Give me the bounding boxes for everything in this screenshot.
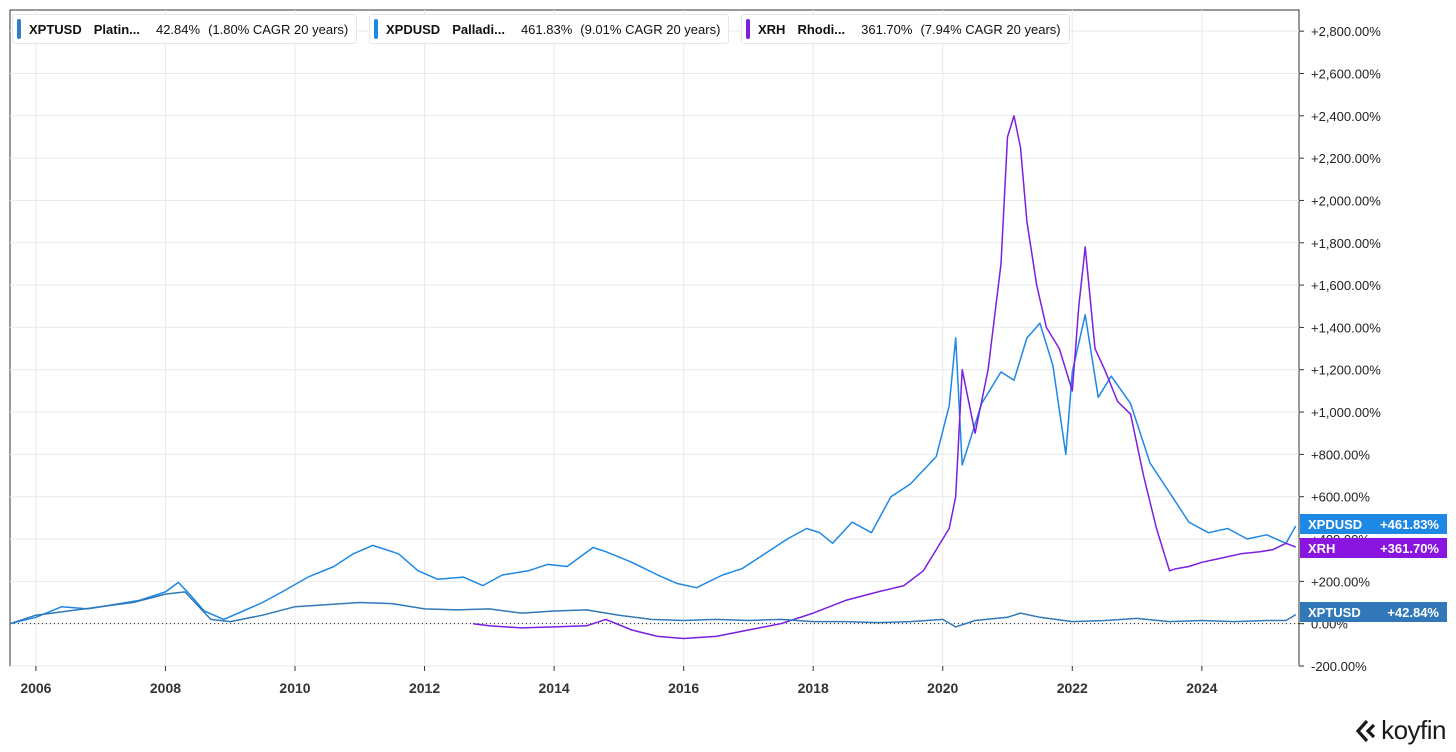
legend-symbol: XPDUSD bbox=[386, 21, 441, 37]
y-tick-label: +1,400.00% bbox=[1311, 320, 1381, 335]
y-tick-label: +1,000.00% bbox=[1311, 405, 1381, 420]
series-line-xpdusd bbox=[9, 313, 1297, 625]
y-axis-ticks: -200.00%0.00%+200.00%+400.00%+600.00%+80… bbox=[1299, 24, 1381, 674]
x-tick-label: 2012 bbox=[409, 680, 440, 696]
x-tick-label: 2020 bbox=[927, 680, 958, 696]
grid-lines bbox=[10, 10, 1299, 667]
brand-name: koyfin bbox=[1381, 715, 1446, 745]
y-tick-label: +2,600.00% bbox=[1311, 66, 1381, 81]
koyfin-chevron-icon bbox=[1355, 719, 1376, 742]
legend-value: 42.84% bbox=[155, 21, 201, 37]
badge-value: +461.83% bbox=[1380, 516, 1439, 532]
legend-cagr: (7.94% CAGR 20 years) bbox=[920, 21, 1061, 37]
y-tick-label: +200.00% bbox=[1311, 574, 1370, 589]
x-tick-label: 2016 bbox=[668, 680, 699, 696]
legend-value: 461.83% bbox=[520, 21, 573, 37]
legend-xpdusd[interactable]: XPDUSD Palladi... 461.83% (9.01% CAGR 20… bbox=[369, 14, 730, 44]
y-tick-label: +2,400.00% bbox=[1311, 109, 1381, 124]
x-tick-label: 2006 bbox=[20, 680, 51, 696]
legend-name: Platin... bbox=[93, 21, 140, 37]
legend-color-swatch bbox=[374, 19, 378, 39]
legend-cagr: (1.80% CAGR 20 years) bbox=[208, 21, 349, 37]
badge-symbol: XRH bbox=[1308, 540, 1336, 556]
legend-symbol: XRH bbox=[758, 21, 786, 37]
badge-symbol: XPDUSD bbox=[1308, 516, 1363, 532]
x-tick-label: 2022 bbox=[1057, 680, 1088, 696]
badge-symbol: XPTUSD bbox=[1308, 604, 1361, 620]
series-line-xptusd bbox=[9, 591, 1297, 628]
x-axis-ticks: 2006 2008 2010 2012 2014 2016 2018 2020 2022 2024 bbox=[20, 666, 1218, 696]
badge-value: +361.70% bbox=[1380, 540, 1439, 556]
legend-name: Palladi... bbox=[452, 21, 505, 37]
x-tick-label: 2018 bbox=[798, 680, 829, 696]
plot-frame bbox=[9, 9, 1300, 667]
legend-symbol: XPTUSD bbox=[29, 21, 82, 37]
y-tick-label: +1,800.00% bbox=[1311, 236, 1381, 251]
y-tick-label: -200.00% bbox=[1311, 659, 1367, 674]
badge-xptusd: XPTUSD +42.84% bbox=[1300, 602, 1447, 622]
series-lines bbox=[9, 115, 1297, 640]
badge-xpdusd: XPDUSD +461.83% bbox=[1300, 514, 1447, 534]
y-tick-label: +2,200.00% bbox=[1311, 151, 1381, 166]
y-tick-label: +1,600.00% bbox=[1311, 278, 1381, 293]
x-tick-label: 2008 bbox=[150, 680, 181, 696]
series-line-xrh bbox=[473, 115, 1297, 640]
legend-cagr: (9.01% CAGR 20 years) bbox=[580, 21, 721, 37]
x-tick-label: 2024 bbox=[1186, 680, 1217, 696]
legend-color-swatch bbox=[746, 19, 750, 39]
x-tick-label: 2010 bbox=[279, 680, 310, 696]
legend-color-swatch bbox=[17, 19, 21, 39]
y-tick-label: +2,800.00% bbox=[1311, 24, 1381, 39]
legend-value: 361.70% bbox=[861, 21, 913, 37]
legend-name: Rhodi... bbox=[797, 21, 846, 37]
y-tick-label: +1,200.00% bbox=[1311, 363, 1381, 378]
koyfin-logo: koyfin bbox=[1355, 715, 1446, 746]
y-tick-label: +2,000.00% bbox=[1311, 193, 1381, 208]
y-tick-label: +600.00% bbox=[1311, 490, 1370, 505]
badge-value: +42.84% bbox=[1387, 604, 1439, 620]
x-tick-label: 2014 bbox=[539, 680, 570, 696]
legend-xrh[interactable]: XRH Rhodi... 361.70% (7.94% CAGR 20 year… bbox=[741, 14, 1070, 44]
badge-xrh: XRH +361.70% bbox=[1300, 538, 1447, 558]
legend-xptusd[interactable]: XPTUSD Platin... 42.84% (1.80% CAGR 20 y… bbox=[12, 14, 358, 44]
y-tick-label: +800.00% bbox=[1311, 447, 1370, 462]
